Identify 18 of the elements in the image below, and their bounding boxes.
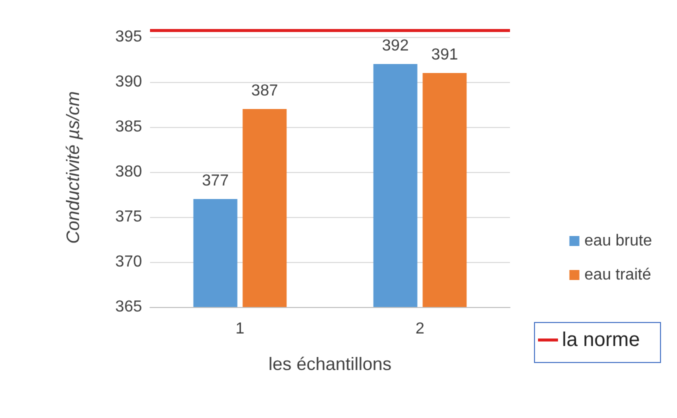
y-tick-label: 385	[115, 118, 142, 136]
x-tick-label: 1	[236, 320, 245, 338]
legend-label: eau brute	[584, 232, 652, 250]
x-tick-label: 2	[416, 320, 425, 338]
y-tick-label: 365	[115, 298, 142, 316]
data-label: 377	[202, 172, 229, 190]
y-tick-label: 390	[115, 74, 142, 90]
y-tick-label: 395	[115, 28, 142, 46]
x-axis-title: les échantillons	[268, 354, 392, 374]
legend-label: la norme	[562, 329, 640, 351]
data-label: 387	[251, 82, 278, 100]
data-label: 392	[382, 38, 409, 54]
data-label: 391	[431, 46, 458, 64]
y-tick-label: 370	[115, 254, 142, 270]
y-axis-title: Conductivité µs/cm	[63, 91, 83, 244]
y-tick-label: 380	[115, 164, 142, 180]
legend-label: eau traité	[584, 266, 652, 284]
y-tick-label: 375	[115, 208, 142, 226]
